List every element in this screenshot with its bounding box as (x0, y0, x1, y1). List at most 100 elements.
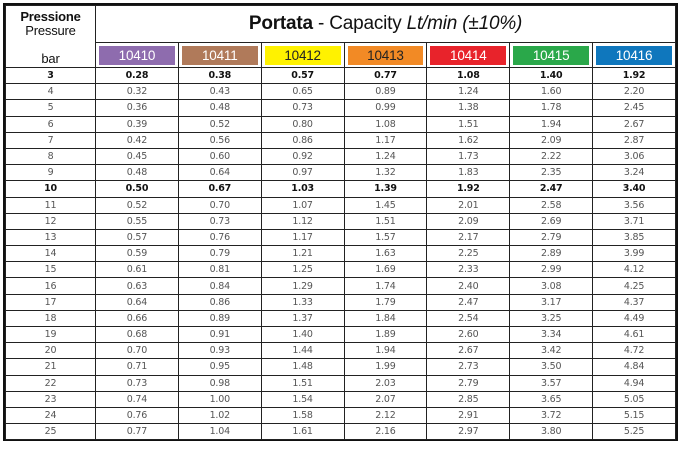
column-header-10413: 10413 (343, 42, 428, 68)
capacity-cell: 4.49 (592, 309, 676, 328)
capacity-cell: 0.70 (177, 196, 262, 214)
table-row: 6 0.39 0.52 0.80 1.08 1.51 1.94 2.67 (5, 115, 676, 133)
capacity-cell: 0.64 (95, 293, 179, 311)
capacity-cell: 3.24 (592, 164, 676, 182)
capacity-cell: 1.89 (343, 325, 428, 344)
capacity-cell: 1.21 (260, 245, 345, 263)
capacity-cell: 3.25 (509, 309, 594, 328)
capacity-cell: 0.38 (177, 66, 262, 85)
capacity-cell: 2.16 (343, 423, 428, 441)
capacity-cell: 1.08 (426, 66, 511, 85)
capacity-cell: 0.60 (177, 147, 262, 166)
capacity-cell: 2.58 (509, 196, 594, 214)
capacity-cell: 2.73 (426, 358, 511, 376)
capacity-cell: 1.58 (260, 406, 345, 425)
pressure-cell: 5 (5, 99, 96, 117)
capacity-cell: 0.68 (95, 325, 179, 344)
table-row: 21 0.71 0.95 1.48 1.99 2.73 3.50 4.84 (5, 358, 676, 376)
capacity-cell: 5.15 (592, 406, 676, 425)
capacity-cell: 1.45 (343, 196, 428, 214)
capacity-cell: 2.09 (509, 131, 594, 149)
pressure-cell: 11 (5, 196, 96, 214)
table-row: 17 0.64 0.86 1.33 1.79 2.47 3.17 4.37 (5, 293, 676, 311)
capacity-cell: 1.29 (260, 277, 345, 295)
capacity-cell: 0.48 (177, 99, 262, 117)
capacity-cell: 0.86 (177, 293, 262, 311)
capacity-cell: 1.51 (343, 212, 428, 230)
header-row-codes: 10410 10411 10412 10413 10414 10415 10416 (6, 42, 676, 68)
capacity-cell: 1.33 (260, 293, 345, 311)
capacity-cell: 1.73 (426, 147, 511, 166)
table-row: 20 0.70 0.93 1.44 1.94 2.67 3.42 4.72 (5, 342, 676, 360)
capacity-cell: 1.38 (426, 99, 511, 117)
table-row: 10 0.50 0.67 1.03 1.39 1.92 2.47 3.40 (5, 180, 676, 198)
column-header-10416: 10416 (592, 42, 676, 68)
pressure-cell: 24 (5, 406, 96, 425)
column-header-10414: 10414 (426, 42, 511, 68)
header-row-title: Pressione Pressure bar Portata - Capacit… (5, 5, 676, 68)
capacity-cell: 1.84 (343, 309, 428, 328)
capacity-cell: 2.22 (509, 147, 594, 166)
model-code: 10412 (264, 45, 341, 65)
pressure-label-en: Pressure (25, 23, 76, 38)
table-row: 8 0.45 0.60 0.92 1.24 1.73 2.22 3.06 (5, 147, 676, 166)
capacity-cell: 0.39 (95, 115, 179, 133)
capacity-cell: 0.76 (95, 406, 179, 425)
capacity-cell: 2.17 (426, 228, 511, 247)
capacity-cell: 4.12 (592, 261, 676, 279)
capacity-cell: 0.36 (95, 99, 179, 117)
table-title: Portata - Capacity Lt/min (±10%) (95, 5, 676, 43)
model-code: 10414 (430, 45, 507, 65)
table-row: 16 0.63 0.84 1.29 1.74 2.40 3.08 4.25 (5, 277, 676, 295)
capacity-cell: 0.92 (260, 147, 345, 166)
capacity-cell: 0.99 (343, 99, 428, 117)
capacity-cell: 0.77 (95, 423, 179, 441)
pressure-cell: 3 (5, 66, 96, 85)
title-bold: Portata (248, 13, 313, 34)
capacity-cell: 2.01 (426, 196, 511, 214)
capacity-cell: 1.40 (509, 66, 594, 85)
title-unit: Lt/min (±10%) (406, 13, 523, 34)
column-header-10410: 10410 (95, 42, 179, 68)
capacity-cell: 0.73 (177, 212, 262, 230)
capacity-cell: 1.57 (343, 228, 428, 247)
pressure-cell: 14 (5, 245, 96, 263)
pressure-cell: 9 (5, 164, 96, 182)
capacity-cell: 0.52 (95, 196, 179, 214)
capacity-cell: 4.72 (592, 342, 676, 360)
capacity-cell: 0.71 (95, 358, 179, 376)
model-code: 10413 (347, 45, 424, 65)
table-row: 14 0.59 0.79 1.21 1.63 2.25 2.89 3.99 (5, 245, 676, 263)
capacity-table: Pressione Pressure bar Portata - Capacit… (5, 5, 676, 441)
capacity-cell: 1.07 (260, 196, 345, 214)
capacity-cell: 0.57 (260, 66, 345, 85)
pressure-cell: 17 (5, 293, 96, 311)
model-code: 10416 (596, 45, 672, 65)
column-header-10412: 10412 (260, 42, 345, 68)
capacity-cell: 1.69 (343, 261, 428, 279)
table-row: 7 0.42 0.56 0.86 1.17 1.62 2.09 2.87 (5, 131, 676, 149)
pressure-cell: 23 (5, 390, 96, 408)
capacity-cell: 4.84 (592, 358, 676, 376)
capacity-cell: 1.17 (260, 228, 345, 247)
capacity-cell: 0.42 (95, 131, 179, 149)
capacity-cell: 2.45 (592, 99, 676, 117)
capacity-cell: 0.52 (177, 115, 262, 133)
pressure-cell: 7 (5, 131, 96, 149)
capacity-cell: 1.51 (426, 115, 511, 133)
pressure-cell: 6 (5, 115, 96, 133)
capacity-cell: 1.94 (343, 342, 428, 360)
capacity-cell: 0.63 (95, 277, 179, 295)
pressure-cell: 22 (5, 374, 96, 392)
pressure-header: Pressione Pressure bar (5, 5, 96, 68)
capacity-cell: 3.56 (592, 196, 676, 214)
model-code: 10410 (99, 45, 175, 65)
capacity-cell: 0.98 (177, 374, 262, 392)
capacity-cell: 4.37 (592, 293, 676, 311)
capacity-cell: 1.62 (426, 131, 511, 149)
capacity-cell: 2.87 (592, 131, 676, 149)
table-row: 23 0.74 1.00 1.54 2.07 2.85 3.65 5.05 (5, 390, 676, 408)
capacity-cell: 0.91 (177, 325, 262, 344)
capacity-cell: 0.59 (95, 245, 179, 263)
capacity-cell: 3.40 (592, 180, 676, 198)
